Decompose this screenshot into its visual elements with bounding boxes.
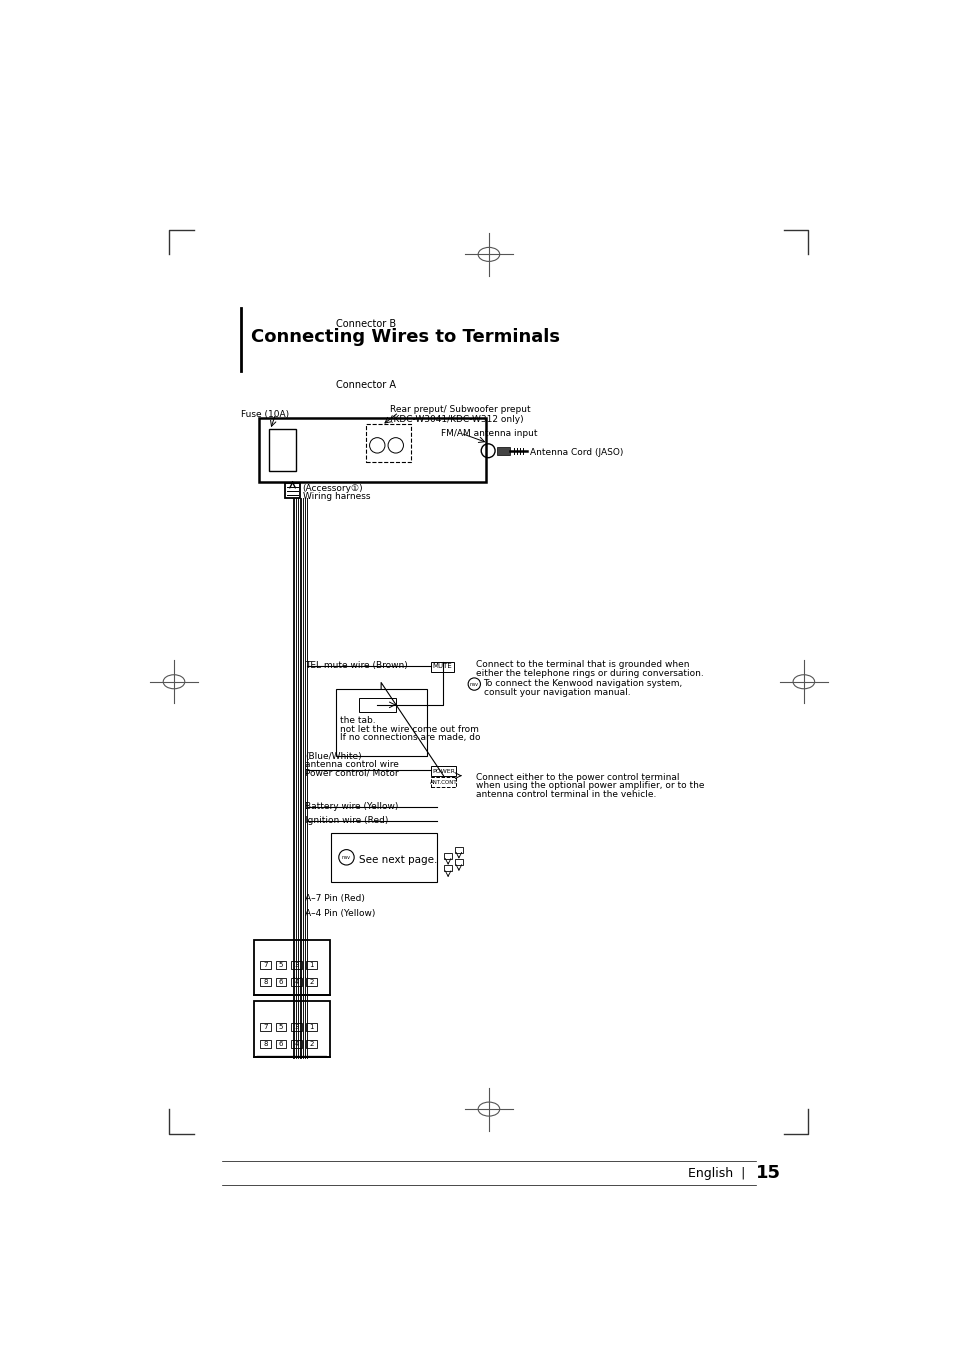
Text: 7: 7	[263, 963, 268, 968]
Text: 1: 1	[310, 1023, 314, 1030]
Text: 4: 4	[294, 1041, 298, 1046]
Text: If no connections are made, do: If no connections are made, do	[339, 733, 479, 743]
Bar	[260, 1023, 271, 1030]
Bar	[291, 1023, 301, 1030]
Bar	[306, 1023, 317, 1030]
Text: ANT.CONT: ANT.CONT	[429, 780, 456, 786]
Bar	[455, 846, 462, 853]
Text: Wiring harness: Wiring harness	[302, 493, 370, 501]
Text: consult your navigation manual.: consult your navigation manual.	[483, 688, 630, 697]
Text: TEL mute wire (Brown): TEL mute wire (Brown)	[305, 662, 407, 670]
Bar	[431, 765, 456, 776]
Bar	[269, 429, 295, 471]
Text: either the telephone rings or during conversation.: either the telephone rings or during con…	[476, 668, 703, 678]
Text: (Blue/White): (Blue/White)	[305, 752, 361, 761]
Text: 1: 1	[310, 963, 314, 968]
Text: Connecting Wires to Terminals: Connecting Wires to Terminals	[251, 328, 559, 346]
Text: 4: 4	[294, 979, 298, 986]
Bar	[275, 1023, 286, 1030]
Bar	[358, 698, 395, 711]
Text: Connect either to the power control terminal: Connect either to the power control term…	[476, 772, 679, 782]
Text: English  |: English |	[687, 1166, 744, 1180]
Text: antenna control wire: antenna control wire	[305, 760, 398, 770]
Bar	[431, 662, 454, 672]
Text: A–4 Pin (Yellow): A–4 Pin (Yellow)	[305, 909, 375, 918]
Bar	[497, 447, 510, 455]
Text: MUTE: MUTE	[433, 663, 452, 670]
Bar	[253, 940, 329, 995]
Text: POWER: POWER	[432, 768, 455, 774]
Text: 8: 8	[263, 1041, 268, 1046]
Text: (KDC-W3041/KDC-W312 only): (KDC-W3041/KDC-W312 only)	[389, 414, 522, 424]
Bar	[258, 418, 485, 482]
Text: To connect the Kenwood navigation system,: To connect the Kenwood navigation system…	[483, 679, 682, 688]
Bar	[291, 979, 301, 986]
Text: 3: 3	[294, 1023, 298, 1030]
Bar	[260, 979, 271, 986]
Text: Fuse (10A): Fuse (10A)	[241, 410, 289, 418]
Bar	[291, 1040, 301, 1048]
Text: 6: 6	[278, 979, 283, 986]
Text: Battery wire (Yellow): Battery wire (Yellow)	[305, 802, 397, 811]
Bar	[291, 807, 610, 814]
Text: FM/AM antenna input: FM/AM antenna input	[440, 429, 537, 439]
Bar	[431, 778, 456, 787]
Bar	[455, 859, 462, 865]
Text: Power control/ Motor: Power control/ Motor	[305, 768, 398, 778]
Text: 7: 7	[263, 1023, 268, 1030]
Text: 8: 8	[263, 979, 268, 986]
Text: nav: nav	[469, 682, 478, 687]
Text: 5: 5	[278, 963, 283, 968]
Text: Antenna Cord (JASO): Antenna Cord (JASO)	[529, 448, 622, 456]
Bar	[306, 1040, 317, 1048]
Bar	[366, 424, 411, 462]
Text: Connector B: Connector B	[335, 319, 395, 328]
Bar	[291, 961, 301, 969]
Text: (Accessory①): (Accessory①)	[302, 483, 363, 493]
Text: 6: 6	[278, 1041, 283, 1046]
Text: when using the optional power amplifier, or to the: when using the optional power amplifier,…	[476, 782, 703, 790]
Bar	[331, 833, 436, 882]
Text: Ignition wire (Red): Ignition wire (Red)	[305, 815, 388, 825]
Text: 15: 15	[756, 1164, 781, 1183]
Text: nav: nav	[341, 855, 351, 860]
Text: A–7 Pin (Red): A–7 Pin (Red)	[305, 894, 364, 903]
Text: 3: 3	[294, 963, 298, 968]
Bar	[335, 688, 426, 756]
Bar	[285, 483, 300, 498]
Text: 2: 2	[310, 1041, 314, 1046]
Bar	[444, 853, 452, 859]
Bar	[444, 865, 452, 871]
Text: antenna control terminal in the vehicle.: antenna control terminal in the vehicle.	[476, 790, 656, 799]
Bar	[253, 1002, 329, 1057]
Bar	[275, 961, 286, 969]
Text: Rear preput/ Subwoofer preput: Rear preput/ Subwoofer preput	[389, 405, 530, 414]
Text: See next page.: See next page.	[358, 856, 436, 865]
Text: the tab.: the tab.	[339, 717, 375, 725]
Text: 2: 2	[310, 979, 314, 986]
Text: Connect to the terminal that is grounded when: Connect to the terminal that is grounded…	[476, 660, 689, 670]
Text: Connector A: Connector A	[335, 381, 395, 390]
Bar	[306, 979, 317, 986]
Bar	[260, 961, 271, 969]
Bar	[260, 1040, 271, 1048]
Text: not let the wire come out from: not let the wire come out from	[339, 725, 477, 734]
Bar	[275, 1040, 286, 1048]
Bar	[275, 979, 286, 986]
Text: 5: 5	[278, 1023, 283, 1030]
Bar	[306, 961, 317, 969]
